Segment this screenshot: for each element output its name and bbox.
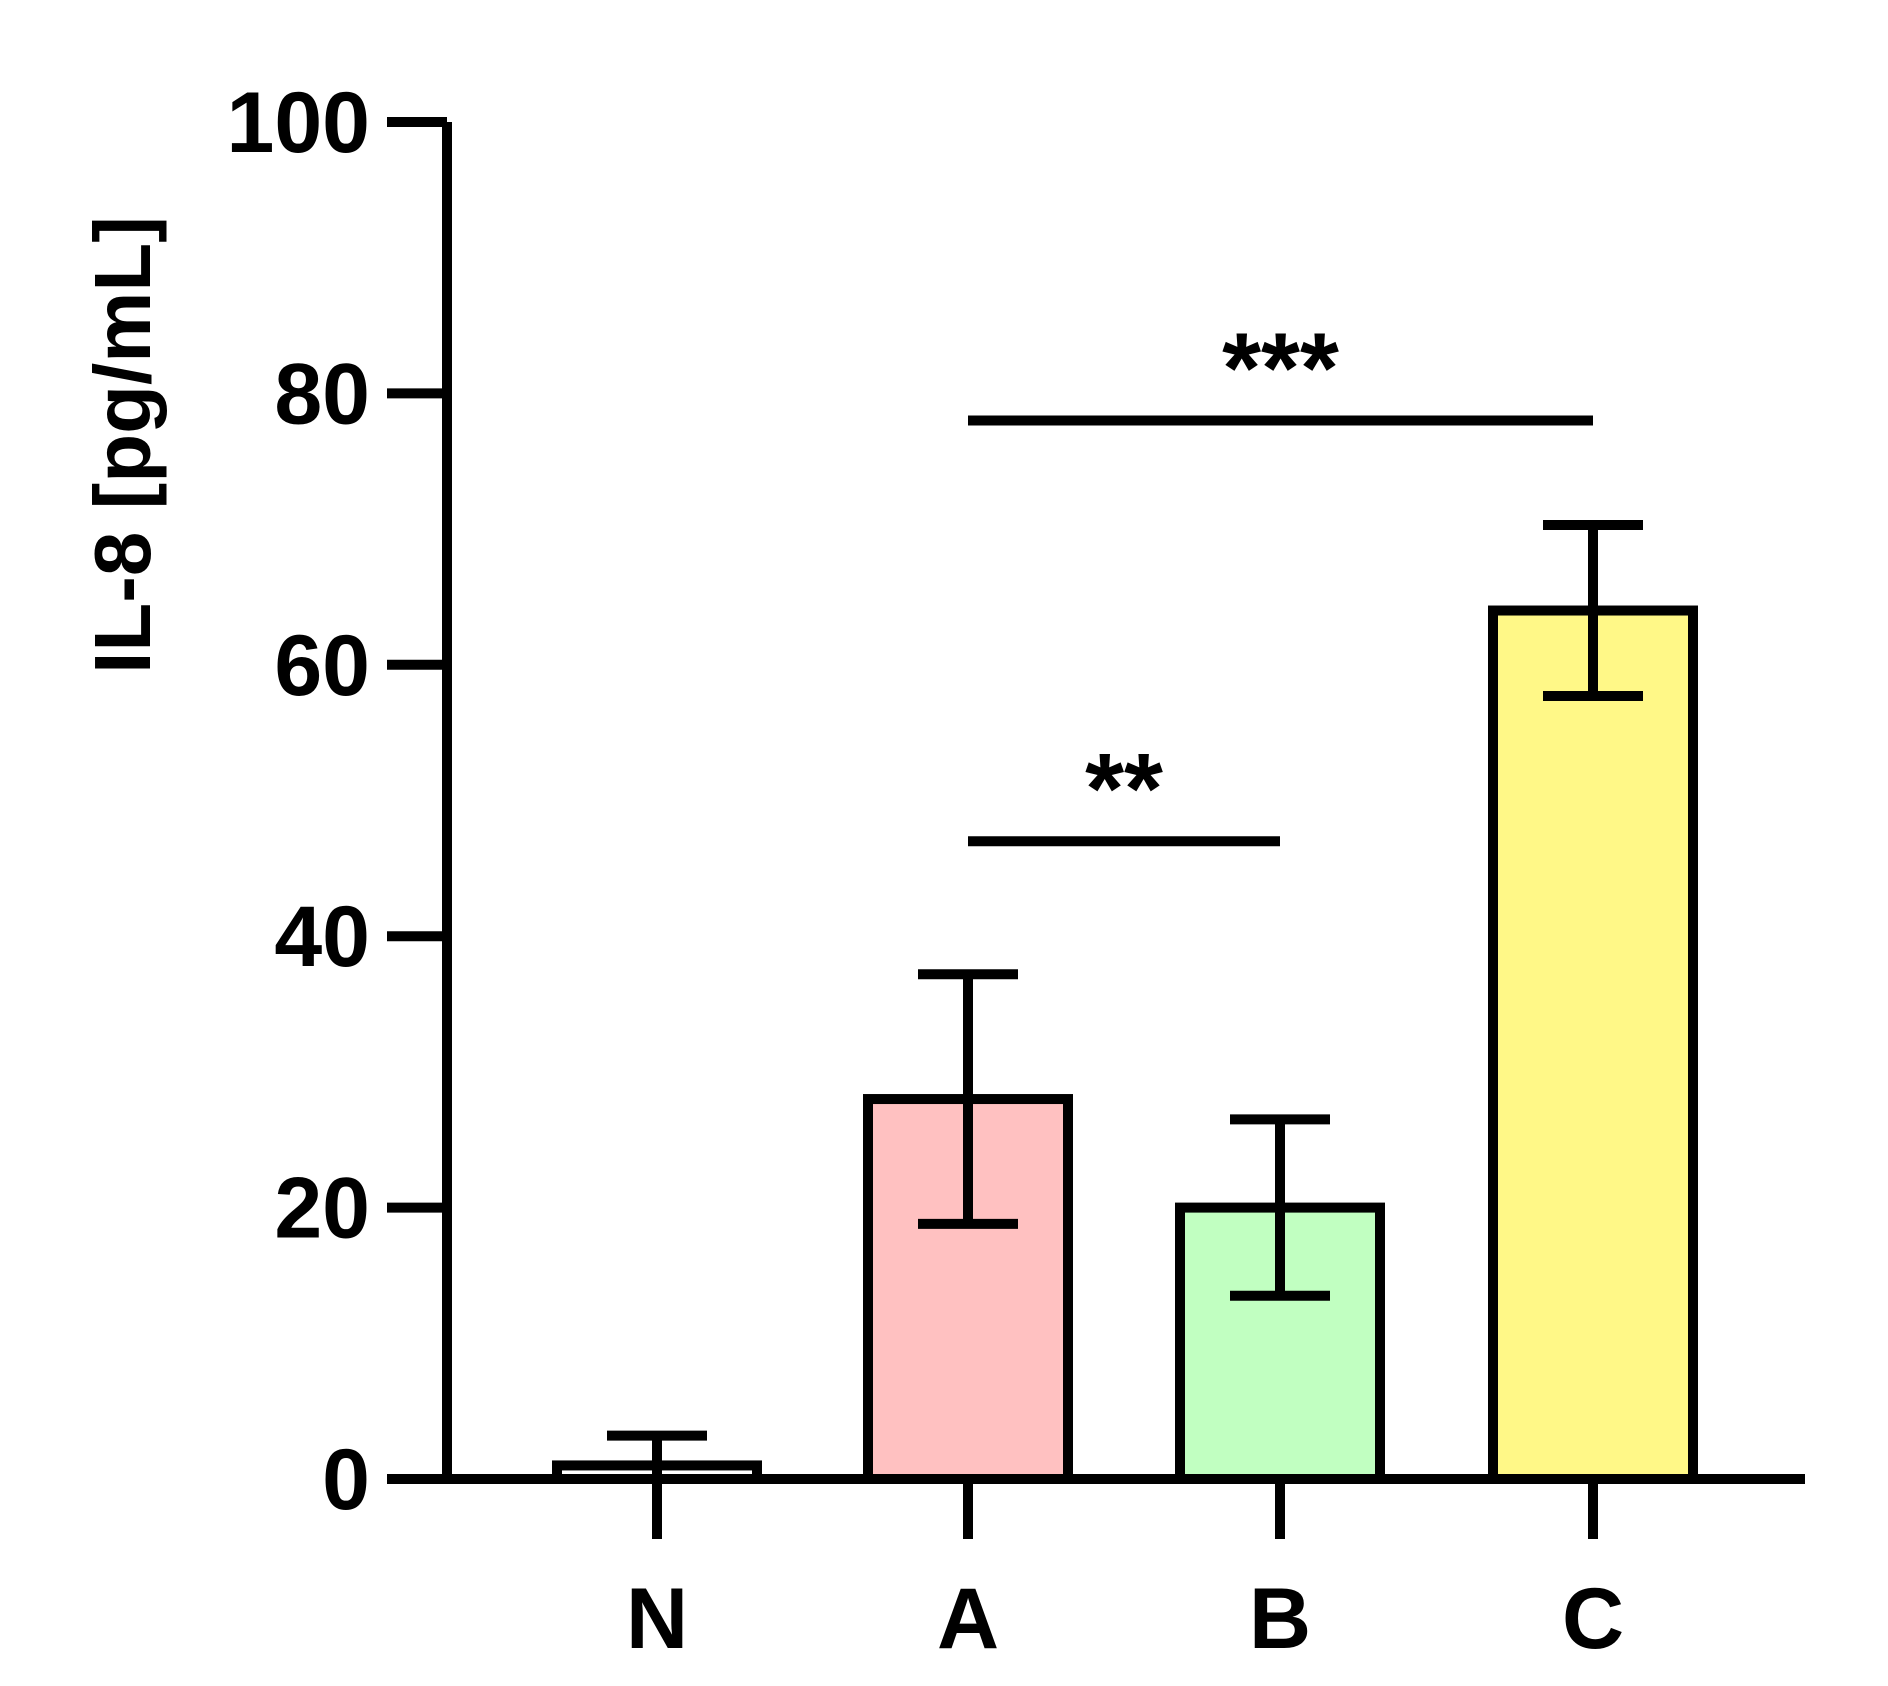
error-bar-a [918, 969, 1018, 1229]
y-tick-label-80: 80 [274, 346, 370, 442]
x-tick-label-c: C [1562, 1571, 1624, 1667]
error-bar-n [607, 1430, 707, 1479]
y-axis-label: IL-8 [pg/mL] [78, 216, 167, 674]
y-tick-label-100: 100 [227, 75, 371, 171]
error-bar-c [1543, 520, 1643, 702]
axes-layer [387, 122, 1805, 1484]
y-tick-label-0: 0 [322, 1432, 370, 1528]
significance-stars-1: *** [1222, 313, 1339, 425]
y-tick-label-60: 60 [274, 618, 370, 714]
annotations-layer: ***** [968, 313, 1593, 847]
ticks-layer: 0 20 40 60 80 100 N A B C [227, 75, 1625, 1667]
x-tick-label-a: A [937, 1571, 999, 1667]
y-tick-label-20: 20 [274, 1161, 370, 1257]
y-tick-label-40: 40 [274, 889, 370, 985]
error-bar-b [1230, 1114, 1330, 1301]
x-tick-label-b: B [1249, 1571, 1311, 1667]
bar-c [1488, 605, 1698, 1484]
significance-stars-2: ** [1085, 733, 1163, 845]
y-axis-label-group: IL-8 [pg/mL] [78, 216, 167, 674]
x-tick-label-n: N [626, 1571, 688, 1667]
error-bars-layer [607, 520, 1643, 1479]
